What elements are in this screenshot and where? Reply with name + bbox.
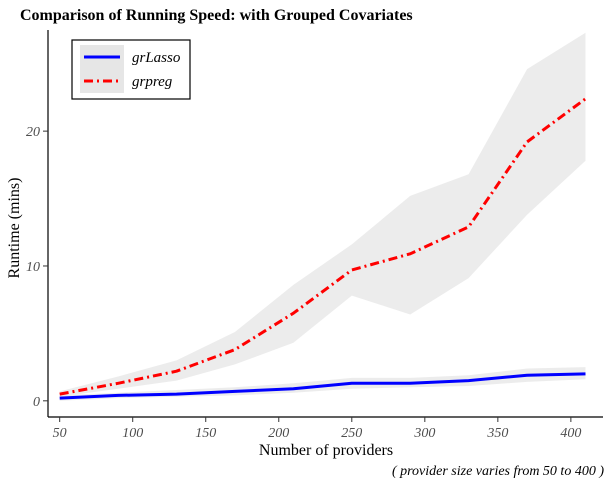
y-axis-label: Runtime (mins) bbox=[6, 178, 23, 279]
line-grpreg bbox=[59, 97, 587, 396]
legend: grLasso grpreg bbox=[71, 39, 191, 100]
band-grpreg bbox=[59, 32, 586, 397]
x-tick-label-200: 200 bbox=[268, 426, 289, 441]
x-tick-label-100: 100 bbox=[122, 426, 143, 441]
axes bbox=[47, 30, 603, 418]
chart-caption: ( provider size varies from 50 to 400 ) bbox=[392, 464, 604, 479]
legend-label-grlasso: grLasso bbox=[132, 50, 181, 66]
x-ticks: 50 100 150 200 250 300 350 400 bbox=[53, 417, 581, 441]
legend-label-grpreg: grpreg bbox=[132, 74, 173, 90]
y-tick-label-10: 10 bbox=[26, 260, 40, 275]
line-grlasso bbox=[59, 372, 586, 400]
x-tick-label-400: 400 bbox=[560, 426, 581, 441]
y-tick-label-20: 20 bbox=[26, 125, 40, 140]
x-axis-label: Number of providers bbox=[259, 442, 393, 459]
y-ticks: 0 10 20 bbox=[26, 125, 48, 410]
x-tick-label-150: 150 bbox=[195, 426, 216, 441]
series-lines bbox=[59, 97, 587, 400]
x-tick-label-350: 350 bbox=[486, 426, 508, 441]
x-tick-label-250: 250 bbox=[341, 426, 362, 441]
x-tick-label-300: 300 bbox=[413, 426, 435, 441]
x-tick-label-50: 50 bbox=[53, 426, 67, 441]
chart-title: Comparison of Running Speed: with Groupe… bbox=[20, 7, 413, 24]
y-tick-label-0: 0 bbox=[33, 395, 40, 410]
